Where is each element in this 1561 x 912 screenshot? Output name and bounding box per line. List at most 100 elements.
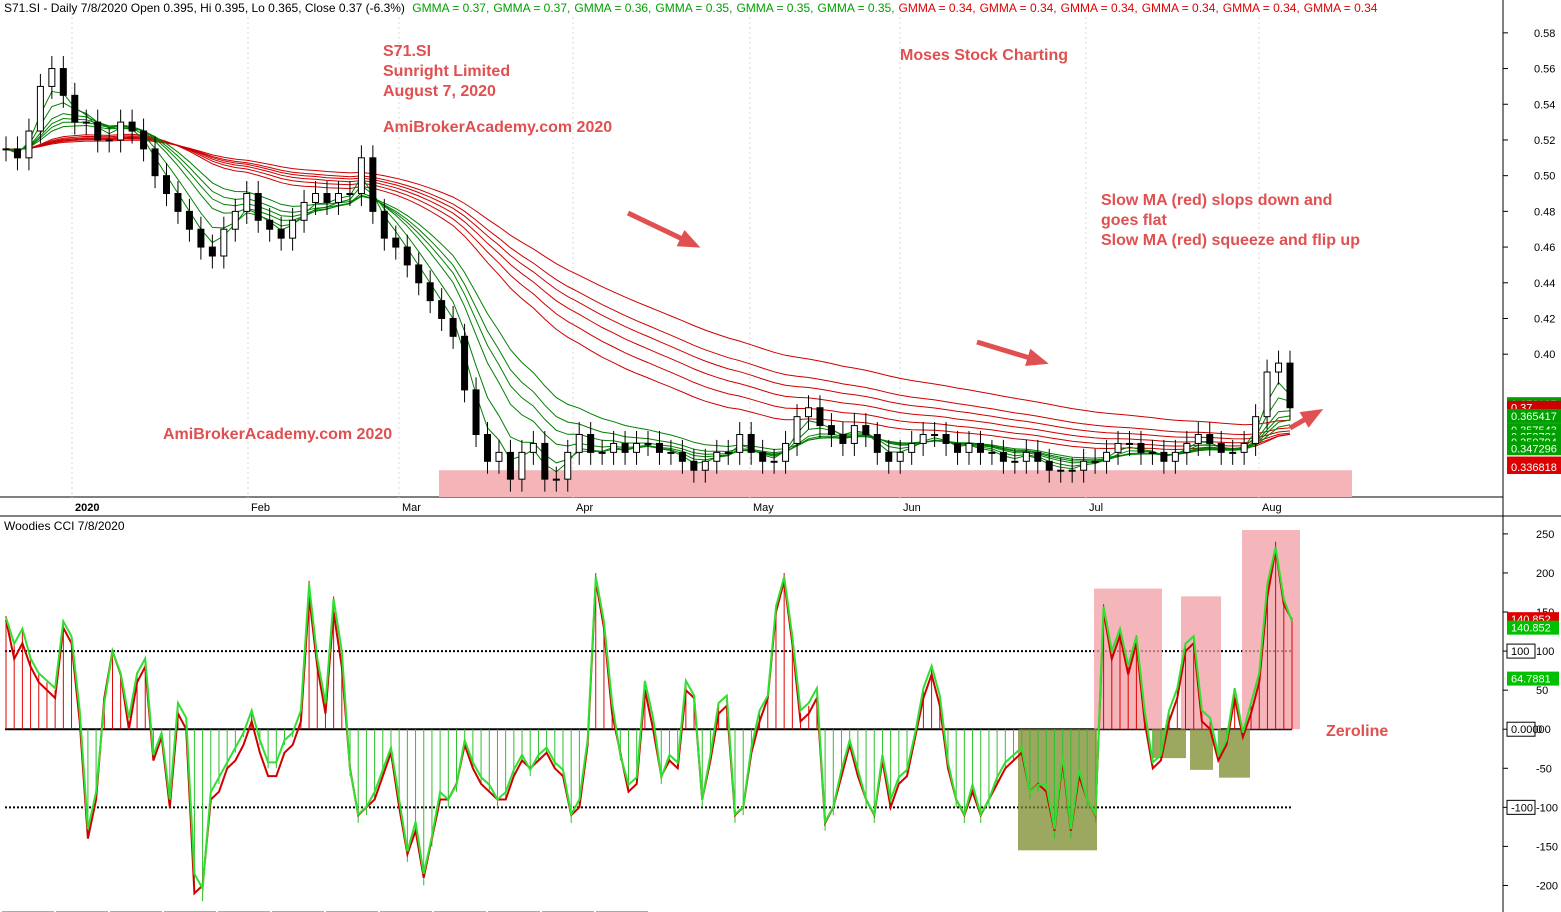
stock-date: August 7, 2020 <box>383 83 496 100</box>
gmma-slow-line <box>5 133 1291 451</box>
candle-up <box>724 451 732 454</box>
gmma-fast-line <box>5 124 1291 459</box>
author-annotation: Moses Stock Charting <box>900 47 1069 64</box>
candle-up <box>713 451 721 462</box>
candle-down <box>655 442 663 453</box>
candle-up <box>1068 469 1076 472</box>
gmma-value: GMMA = 0.36, <box>574 1 652 15</box>
candle-up <box>988 451 996 454</box>
candle-down <box>1206 434 1214 444</box>
candle-down <box>839 434 847 444</box>
candle-down <box>151 148 159 177</box>
candle-up <box>1263 371 1271 418</box>
cci-badge-label: -100 <box>1511 802 1533 814</box>
candle-down <box>954 442 962 453</box>
price-y-tick-label: 0.56 <box>1534 64 1555 76</box>
cci-badge <box>1507 620 1559 635</box>
gmma-value: GMMA = 0.34, <box>1222 1 1300 15</box>
candle-up <box>1022 451 1030 462</box>
gmma-fast-line <box>5 113 1291 464</box>
gmma-slow-line <box>5 137 1291 440</box>
candle-down <box>254 193 262 221</box>
cci-highlight-box <box>1190 729 1213 770</box>
candle-up <box>48 68 56 87</box>
gmma-value: GMMA = 0.37, <box>493 1 571 15</box>
candle-up <box>1126 442 1133 445</box>
price-y-tick-label: 0.44 <box>1534 278 1555 290</box>
trend-arrow <box>976 339 1049 366</box>
gmma-slow-line <box>5 136 1291 444</box>
x-axis-label: Jul <box>1089 502 1103 514</box>
candle-down <box>185 210 193 230</box>
trend-arrow <box>1288 409 1324 431</box>
price-y-tick-label: 0.52 <box>1534 135 1555 147</box>
gmma-value: GMMA = 0.34, <box>1060 1 1138 15</box>
candle-up <box>1252 416 1260 444</box>
cci-badge <box>1506 643 1536 659</box>
support-zone <box>439 470 1352 497</box>
candle-up <box>518 451 526 480</box>
cci-y-tick-label: 50 <box>1536 685 1548 697</box>
candle-up <box>289 219 297 239</box>
gmma-value: GMMA = 0.34, <box>898 1 976 15</box>
x-axis-label: Feb <box>251 502 270 514</box>
cci-y-tick-label: -200 <box>1536 880 1558 892</box>
candle-down <box>759 451 767 462</box>
candle-up <box>850 425 858 444</box>
candle-up <box>1240 442 1248 453</box>
gmma-slow-line <box>5 135 1291 447</box>
candle-down <box>415 264 423 284</box>
candle-up <box>495 451 503 462</box>
candle-down <box>587 434 595 453</box>
gmma-value: GMMA = 0.35, <box>655 1 733 15</box>
cci-badge-label: 100 <box>1511 646 1529 658</box>
candle-up <box>1091 460 1099 463</box>
x-axis-label: May <box>753 502 774 514</box>
gmma-fast-line <box>5 90 1291 473</box>
candle-up <box>1011 460 1019 463</box>
candle-up <box>805 407 812 418</box>
slow-ma-line-1: Slow MA (red) slops down and <box>1101 192 1333 209</box>
candle-up <box>1194 434 1202 444</box>
gmma-value: GMMA = 0.37, <box>412 1 490 15</box>
cci-y-tick-label: -100 <box>1536 802 1558 814</box>
cci-turbo-line <box>5 546 1293 892</box>
cci-y-tick-label: -150 <box>1536 841 1558 853</box>
cci-highlight-box <box>1242 530 1300 730</box>
candle-up <box>1171 451 1179 462</box>
candle-down <box>942 434 950 444</box>
candle-down <box>885 451 893 462</box>
candle-up <box>1080 460 1088 471</box>
candle-up <box>610 442 618 453</box>
candle-up <box>220 228 228 257</box>
candle-up <box>82 121 90 124</box>
candle-down <box>816 407 824 427</box>
price-badge <box>1507 408 1561 423</box>
candle-down <box>1045 460 1053 471</box>
price-badge-label: 0.336818 <box>1511 462 1557 474</box>
slow-ma-line-2: goes flat <box>1101 212 1167 229</box>
arrow-head <box>1299 409 1324 428</box>
x-axis-label: Jun <box>903 502 921 514</box>
gmma-value: GMMA = 0.34 <box>1303 1 1378 15</box>
candle-up <box>701 460 709 471</box>
candle-down <box>94 121 102 141</box>
candle-up <box>1103 451 1111 462</box>
gmma-value: GMMA = 0.35, <box>736 1 814 15</box>
ticker-info: S71.SI - Daily 7/8/2020 Open 0.395, Hi 0… <box>4 1 405 15</box>
gmma-fast-line <box>5 121 1291 461</box>
candle-down <box>71 94 79 123</box>
candle-up <box>564 451 572 480</box>
price-badge <box>1507 460 1561 475</box>
candle-up <box>931 434 939 437</box>
price-y-tick-label: 0.58 <box>1534 28 1555 40</box>
candle-down <box>1286 362 1294 409</box>
stock-code: S71.SI <box>383 43 432 60</box>
cci-badge <box>1507 671 1559 686</box>
candle-up <box>575 434 583 453</box>
cci-y-tick-label: 250 <box>1536 529 1554 541</box>
candle-down <box>174 193 182 212</box>
candle-down <box>59 68 67 96</box>
candle-up <box>770 460 778 463</box>
candle-up <box>25 130 33 159</box>
